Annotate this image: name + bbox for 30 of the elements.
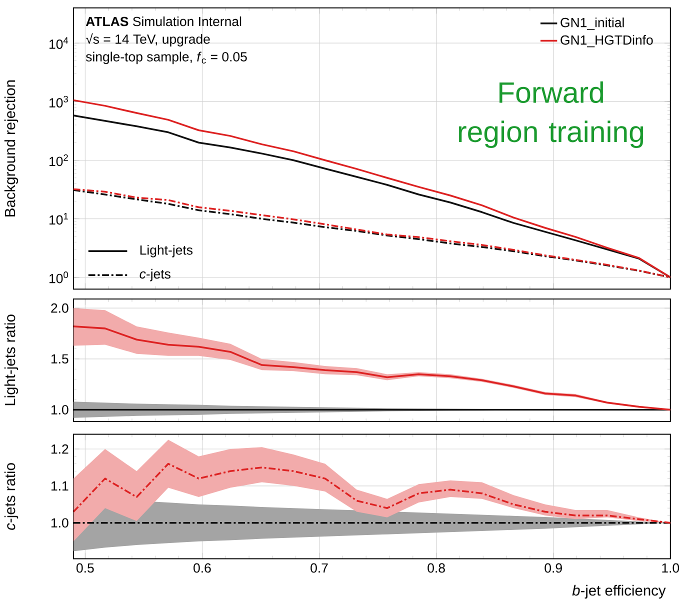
x-tick-label: 0.5 [76, 563, 94, 573]
annotation: Light-jets [140, 245, 193, 258]
x-tick-label: 0.8 [428, 563, 445, 573]
y-tick-label: 10$^{0}$ [50, 272, 68, 284]
x-axis-title: b-jet efficiency [572, 584, 666, 599]
annotation: single-top sample, f$_{c}$ = 0.05 [86, 52, 247, 64]
annotation: c-jets [140, 268, 170, 282]
y-tick-label: 1.0 [51, 518, 68, 528]
x-tick-label: 1.0 [662, 563, 680, 573]
annotation: Forward region training [458, 81, 644, 148]
y-tick-label: 1.5 [51, 354, 68, 364]
y-tick-label: 10$^{3}$ [50, 96, 68, 108]
text: ATLAS Simulation Internal [86, 16, 242, 26]
line-series [73, 326, 670, 411]
x-tick-label: 0.7 [310, 563, 328, 573]
text: √s = 14 TeV, upgrade [86, 33, 210, 46]
y-tick-label: 1.2 [51, 444, 68, 454]
legend-label: GN1_initial [560, 18, 624, 30]
y-axis-title: c-jets ratio [4, 463, 18, 530]
y-tick-label: 10$^{4}$ [50, 37, 68, 49]
y-axis-title: Background rejection [4, 80, 18, 216]
x-tick-label: 0.9 [544, 563, 562, 573]
legend-label: GN1_HGTDinfo [560, 35, 653, 48]
y-tick-label: 10$^{1}$ [50, 213, 68, 225]
y-axis-title: Light-jets ratio [4, 314, 18, 406]
y-tick-label: 10$^{2}$ [50, 154, 68, 166]
x-tick-label: 0.6 [194, 563, 211, 573]
y-tick-label: 2.0 [51, 303, 68, 313]
y-tick-label: 1.0 [51, 405, 68, 414]
y-tick-label: 1.1 [51, 481, 68, 490]
